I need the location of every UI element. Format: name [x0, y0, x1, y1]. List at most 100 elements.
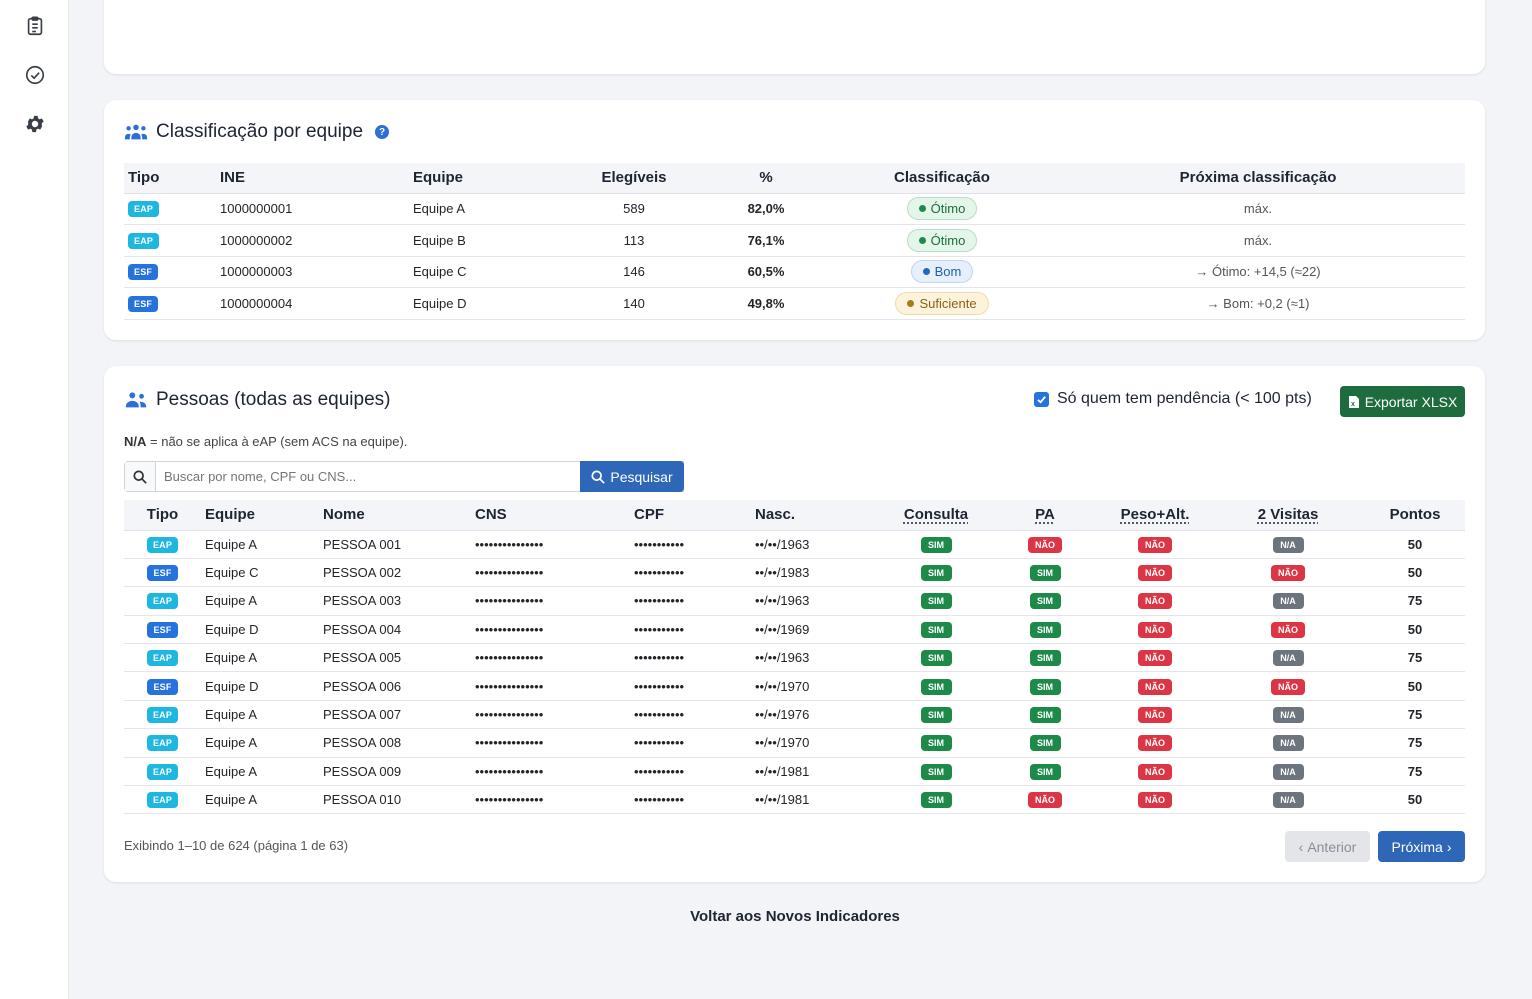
- table-row[interactable]: EAP Equipe A PESSOA 010 ••••••••••••••• ••••…: [124, 785, 1465, 815]
- peso-badge: NÃO: [1138, 650, 1172, 667]
- equipe-cell: Equipe D: [409, 287, 569, 320]
- nome-cell: PESSOA 008: [319, 728, 471, 758]
- pa-badge: SIM: [1029, 678, 1061, 695]
- nome-cell: PESSOA 004: [319, 615, 471, 645]
- nasc-cell: ••/••/1969: [751, 615, 881, 645]
- elegiveis-cell: 146: [569, 256, 699, 288]
- gear-icon[interactable]: [23, 112, 47, 136]
- pcol-pa[interactable]: PA: [1035, 506, 1055, 524]
- check-circle-icon[interactable]: [23, 63, 47, 87]
- tipo-badge: EAP: [146, 763, 179, 780]
- file-excel-icon: x: [1348, 395, 1359, 408]
- col-tipo[interactable]: Tipo: [124, 163, 216, 194]
- nome-cell: PESSOA 007: [319, 700, 471, 730]
- equipe-cell: Equipe C: [409, 256, 569, 288]
- table-row[interactable]: EAP Equipe A PESSOA 007 ••••••••••••••• ••••…: [124, 700, 1465, 730]
- cpf-cell: •••••••••••: [630, 785, 751, 815]
- col-equipe[interactable]: Equipe: [409, 163, 569, 194]
- classification-badge: Ótimo: [906, 197, 978, 221]
- col-ine[interactable]: INE: [216, 163, 409, 194]
- tipo-badge: EAP: [146, 707, 179, 724]
- pending-filter-label: Só quem tem pendência (< 100 pts): [1057, 390, 1312, 407]
- classification-card: Classificação por equipe ? Tipo INE Equi…: [104, 100, 1485, 340]
- peso-badge: NÃO: [1138, 536, 1172, 553]
- nasc-cell: ••/••/1983: [751, 558, 881, 588]
- consulta-badge: SIM: [920, 792, 952, 809]
- col-classificacao[interactable]: Classificação: [833, 163, 1051, 194]
- pcol-cns[interactable]: CNS: [471, 500, 630, 531]
- pending-filter[interactable]: Só quem tem pendência (< 100 pts): [1034, 390, 1312, 408]
- chevron-right-icon: ›: [1446, 838, 1452, 855]
- next-label: Próxima: [1391, 838, 1443, 855]
- pa-badge: SIM: [1029, 763, 1061, 780]
- nasc-cell: ••/••/1963: [751, 530, 881, 559]
- table-row[interactable]: ESF Equipe D PESSOA 006 ••••••••••••••• ••••…: [124, 671, 1465, 701]
- na-note: N/A = não se aplica à eAP (sem ACS na eq…: [124, 434, 407, 449]
- table-row[interactable]: EAP Equipe A PESSOA 003 ••••••••••••••• ••••…: [124, 586, 1465, 616]
- table-row[interactable]: ESF Equipe D PESSOA 004 ••••••••••••••• ••••…: [124, 615, 1465, 645]
- pcol-pontos[interactable]: Pontos: [1365, 500, 1465, 531]
- nome-cell: PESSOA 005: [319, 643, 471, 673]
- peso-badge: NÃO: [1138, 707, 1172, 724]
- nome-cell: PESSOA 003: [319, 586, 471, 616]
- table-row[interactable]: EAP Equipe A PESSOA 008 ••••••••••••••• ••••…: [124, 728, 1465, 758]
- pa-badge: SIM: [1029, 565, 1061, 582]
- pcol-peso[interactable]: Peso+Alt.: [1120, 506, 1190, 524]
- status-dot-icon: [918, 205, 926, 213]
- pa-badge: SIM: [1029, 735, 1061, 752]
- pcol-equipe[interactable]: Equipe: [201, 500, 319, 531]
- peso-badge: NÃO: [1138, 621, 1172, 638]
- pcol-visitas[interactable]: 2 Visitas: [1257, 506, 1319, 524]
- cns-cell: •••••••••••••••: [471, 757, 630, 787]
- peso-badge: NÃO: [1138, 763, 1172, 780]
- table-row[interactable]: ESF Equipe C PESSOA 002 ••••••••••••••• ••••…: [124, 558, 1465, 588]
- col-elegiveis[interactable]: Elegíveis: [569, 163, 699, 194]
- peso-badge: NÃO: [1138, 678, 1172, 695]
- status-dot-icon: [918, 236, 926, 244]
- consulta-badge: SIM: [920, 536, 952, 553]
- people-card: Pessoas (todas as equipes) Só quem tem p…: [104, 366, 1485, 882]
- pontos-cell: 75: [1365, 643, 1465, 673]
- table-row[interactable]: EAP Equipe A PESSOA 009 ••••••••••••••• ••••…: [124, 757, 1465, 787]
- nasc-cell: ••/••/1976: [751, 700, 881, 730]
- search-button[interactable]: Pesquisar: [580, 461, 684, 492]
- pcol-nome[interactable]: Nome: [319, 500, 471, 531]
- tipo-badge: EAP: [146, 735, 179, 752]
- pcol-consulta[interactable]: Consulta: [903, 506, 969, 524]
- nasc-cell: ••/••/1963: [751, 643, 881, 673]
- pontos-cell: 75: [1365, 586, 1465, 616]
- pcol-tipo[interactable]: Tipo: [124, 500, 201, 531]
- next-page-button[interactable]: Próxima ›: [1378, 831, 1465, 862]
- pcol-cpf[interactable]: CPF: [630, 500, 751, 531]
- pontos-cell: 75: [1365, 700, 1465, 730]
- clipboard-list-icon[interactable]: [23, 14, 47, 38]
- cns-cell: •••••••••••••••: [471, 586, 630, 616]
- prev-page-button[interactable]: ‹ Anterior: [1285, 831, 1370, 862]
- pcol-nasc[interactable]: Nasc.: [751, 500, 881, 531]
- nome-cell: PESSOA 001: [319, 530, 471, 559]
- consulta-badge: SIM: [920, 593, 952, 610]
- svg-text:x: x: [1351, 401, 1355, 408]
- equipe-cell: Equipe A: [201, 757, 319, 787]
- col-pct[interactable]: %: [699, 163, 833, 194]
- back-link[interactable]: Voltar aos Novos Indicadores: [690, 908, 900, 925]
- pending-checkbox[interactable]: [1034, 391, 1049, 407]
- table-row[interactable]: EAP Equipe A PESSOA 005 ••••••••••••••• ••••…: [124, 643, 1465, 673]
- equipe-cell: Equipe A: [409, 193, 569, 225]
- equipe-cell: Equipe B: [409, 224, 569, 257]
- cns-cell: •••••••••••••••: [471, 700, 630, 730]
- visitas-badge: NÃO: [1271, 621, 1305, 638]
- equipe-cell: Equipe A: [201, 586, 319, 616]
- chevron-left-icon: ‹: [1298, 838, 1304, 855]
- peso-badge: NÃO: [1138, 593, 1172, 610]
- equipe-cell: Equipe A: [201, 700, 319, 730]
- col-proxima[interactable]: Próxima classificação: [1051, 163, 1465, 194]
- export-xlsx-button[interactable]: x Exportar XLSX: [1340, 386, 1465, 417]
- pa-badge: SIM: [1029, 593, 1061, 610]
- visitas-badge: N/A: [1272, 735, 1304, 752]
- nome-cell: PESSOA 002: [319, 558, 471, 588]
- pontos-cell: 50: [1365, 615, 1465, 645]
- table-row[interactable]: EAP Equipe A PESSOA 001 ••••••••••••••• ••••…: [124, 530, 1465, 559]
- prev-label: Anterior: [1307, 838, 1357, 855]
- help-icon[interactable]: ?: [375, 125, 390, 139]
